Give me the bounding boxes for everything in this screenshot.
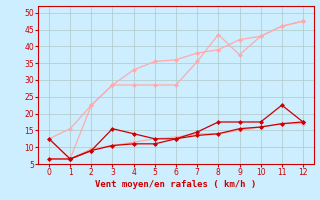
X-axis label: Vent moyen/en rafales ( km/h ): Vent moyen/en rafales ( km/h ): [95, 180, 257, 189]
